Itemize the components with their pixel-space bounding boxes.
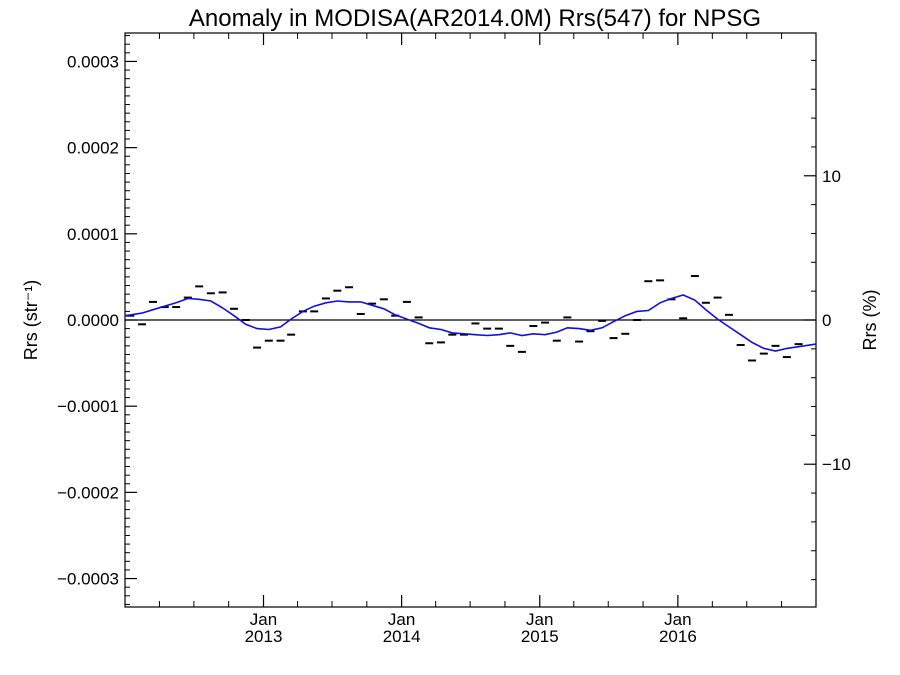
minor-ticks: [125, 33, 816, 607]
y-axis-left: 0.0003 0.0002 0.0001 0.0000 −0.0001 −0.0002 −0…: [57, 52, 137, 589]
y-axis-right-label: Rrs (%): [860, 290, 880, 351]
x-tick-month-label: Jan: [526, 610, 553, 629]
x-tick-year-label: 2016: [659, 627, 697, 646]
x-tick-year-label: 2013: [245, 627, 283, 646]
y-right-tick-label: 10: [822, 167, 841, 186]
monthly-anomaly-series: [126, 275, 803, 362]
y-tick-label: −0.0003: [57, 570, 119, 589]
y-tick-label: −0.0002: [57, 483, 119, 502]
y-tick-label: 0.0003: [67, 52, 119, 71]
y-tick-label: 0.0001: [67, 225, 119, 244]
x-tick-month-label: Jan: [664, 610, 691, 629]
y-right-tick-label: −10: [822, 455, 851, 474]
smoothed-line: [124, 294, 817, 352]
x-tick-year-label: 2015: [521, 627, 559, 646]
smoothed-anomaly-series: [124, 294, 817, 352]
y-right-tick-label: 0: [822, 311, 831, 330]
x-tick-month-label: Jan: [388, 610, 415, 629]
x-tick-month-label: Jan: [250, 610, 277, 629]
y-tick-label: 0.0000: [67, 311, 119, 330]
y-tick-label: −0.0001: [57, 397, 119, 416]
y-tick-label: 0.0002: [67, 139, 119, 158]
chart-title: Anomaly in MODISA(AR2014.0M) Rrs(547) fo…: [189, 5, 761, 32]
x-tick-year-label: 2014: [383, 627, 421, 646]
y-axis-left-label: Rrs (str⁻¹): [21, 280, 41, 360]
